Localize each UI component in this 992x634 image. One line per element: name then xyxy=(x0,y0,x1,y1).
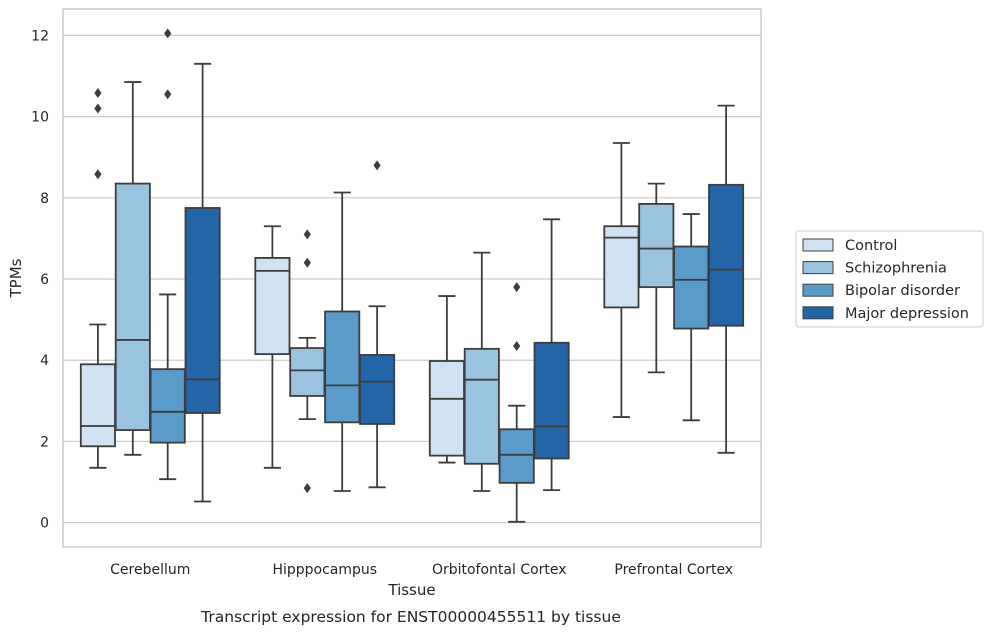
box-iqr xyxy=(149,368,186,444)
box-orbitofontal-cortex-bipolar-disorder xyxy=(498,282,535,523)
box-cerebellum-schizophrenia xyxy=(114,81,151,456)
outlier-marker xyxy=(303,483,311,494)
y-tick-label: 10 xyxy=(31,110,49,126)
legend-swatch xyxy=(802,238,834,252)
box-iqr xyxy=(638,202,675,289)
box-iqr xyxy=(673,245,710,330)
x-tick-labels: Cerebellum Hipppocampus Orbitofontal Corte… xyxy=(110,562,733,578)
legend-frame xyxy=(795,230,984,328)
box-hipppocampus-major-depression xyxy=(359,160,396,489)
plot-frame xyxy=(62,8,762,548)
box-iqr xyxy=(498,428,535,484)
box-iqr xyxy=(114,182,151,431)
outlier-marker xyxy=(94,103,102,114)
box-cerebellum-bipolar-disorder xyxy=(149,28,186,481)
legend-swatch xyxy=(802,283,834,297)
outlier-marker xyxy=(513,282,521,293)
x-tick-label: Orbitofontal Cortex xyxy=(432,562,567,578)
legend-label: Major depression xyxy=(845,306,969,322)
legend-label: Schizophrenia xyxy=(845,261,947,277)
box-cerebellum-control xyxy=(79,88,116,469)
outlier-marker xyxy=(303,257,311,268)
legend-label: Control xyxy=(845,238,897,254)
box-prefrontal-cortex-bipolar-disorder xyxy=(673,213,710,422)
legend-label: Bipolar disorder xyxy=(845,283,960,299)
box-iqr xyxy=(463,347,500,465)
box-hipppocampus-schizophrenia xyxy=(289,229,326,494)
outlier-marker xyxy=(94,169,102,180)
outlier-marker xyxy=(164,89,172,100)
legend-swatch xyxy=(802,261,834,275)
box-groups xyxy=(79,28,745,523)
box-orbitofontal-cortex-major-depression xyxy=(533,218,570,492)
box-orbitofontal-cortex-schizophrenia xyxy=(463,251,500,492)
legend-swatch xyxy=(802,306,834,320)
box-orbitofontal-cortex-control xyxy=(428,295,465,464)
box-iqr xyxy=(533,341,570,460)
y-tick-label: 0 xyxy=(40,516,49,532)
box-prefrontal-cortex-control xyxy=(603,142,640,418)
outlier-marker xyxy=(373,160,381,171)
box-cerebellum-major-depression xyxy=(184,62,221,503)
x-tick-label: Prefrontal Cortex xyxy=(614,562,733,578)
outlier-marker xyxy=(164,28,172,39)
y-tick-labels: 0 2 4 6 8 10 12 xyxy=(31,28,49,531)
box-iqr xyxy=(254,257,291,356)
outlier-marker xyxy=(303,229,311,240)
box-iqr xyxy=(708,183,745,327)
y-tick-label: 8 xyxy=(40,191,49,207)
y-tick-label: 12 xyxy=(31,28,49,44)
x-tick-label: Cerebellum xyxy=(110,562,190,578)
y-tick-label: 4 xyxy=(40,353,49,369)
box-iqr xyxy=(79,363,116,448)
box-iqr xyxy=(359,354,396,425)
box-prefrontal-cortex-major-depression xyxy=(708,104,745,454)
y-tick-label: 6 xyxy=(40,272,49,288)
x-axis-label: Tissue xyxy=(387,581,435,599)
box-iqr xyxy=(184,207,221,414)
box-hipppocampus-control xyxy=(254,225,291,469)
chart-caption: Transcript expression for ENST0000045551… xyxy=(200,608,621,626)
x-tick-label: Hipppocampus xyxy=(272,562,377,578)
box-prefrontal-cortex-schizophrenia xyxy=(638,182,675,374)
box-iqr xyxy=(324,310,361,424)
y-axis-label: TPMs xyxy=(7,258,25,298)
box-iqr xyxy=(289,347,326,397)
box-iqr xyxy=(428,360,465,457)
legend: Control Schizophrenia Bipolar disorder Majo… xyxy=(795,230,984,328)
box-iqr xyxy=(603,225,640,309)
box-hipppocampus-bipolar-disorder xyxy=(324,191,361,492)
y-tick-label: 2 xyxy=(40,434,49,450)
outlier-marker xyxy=(513,341,521,352)
outlier-marker xyxy=(94,88,102,99)
